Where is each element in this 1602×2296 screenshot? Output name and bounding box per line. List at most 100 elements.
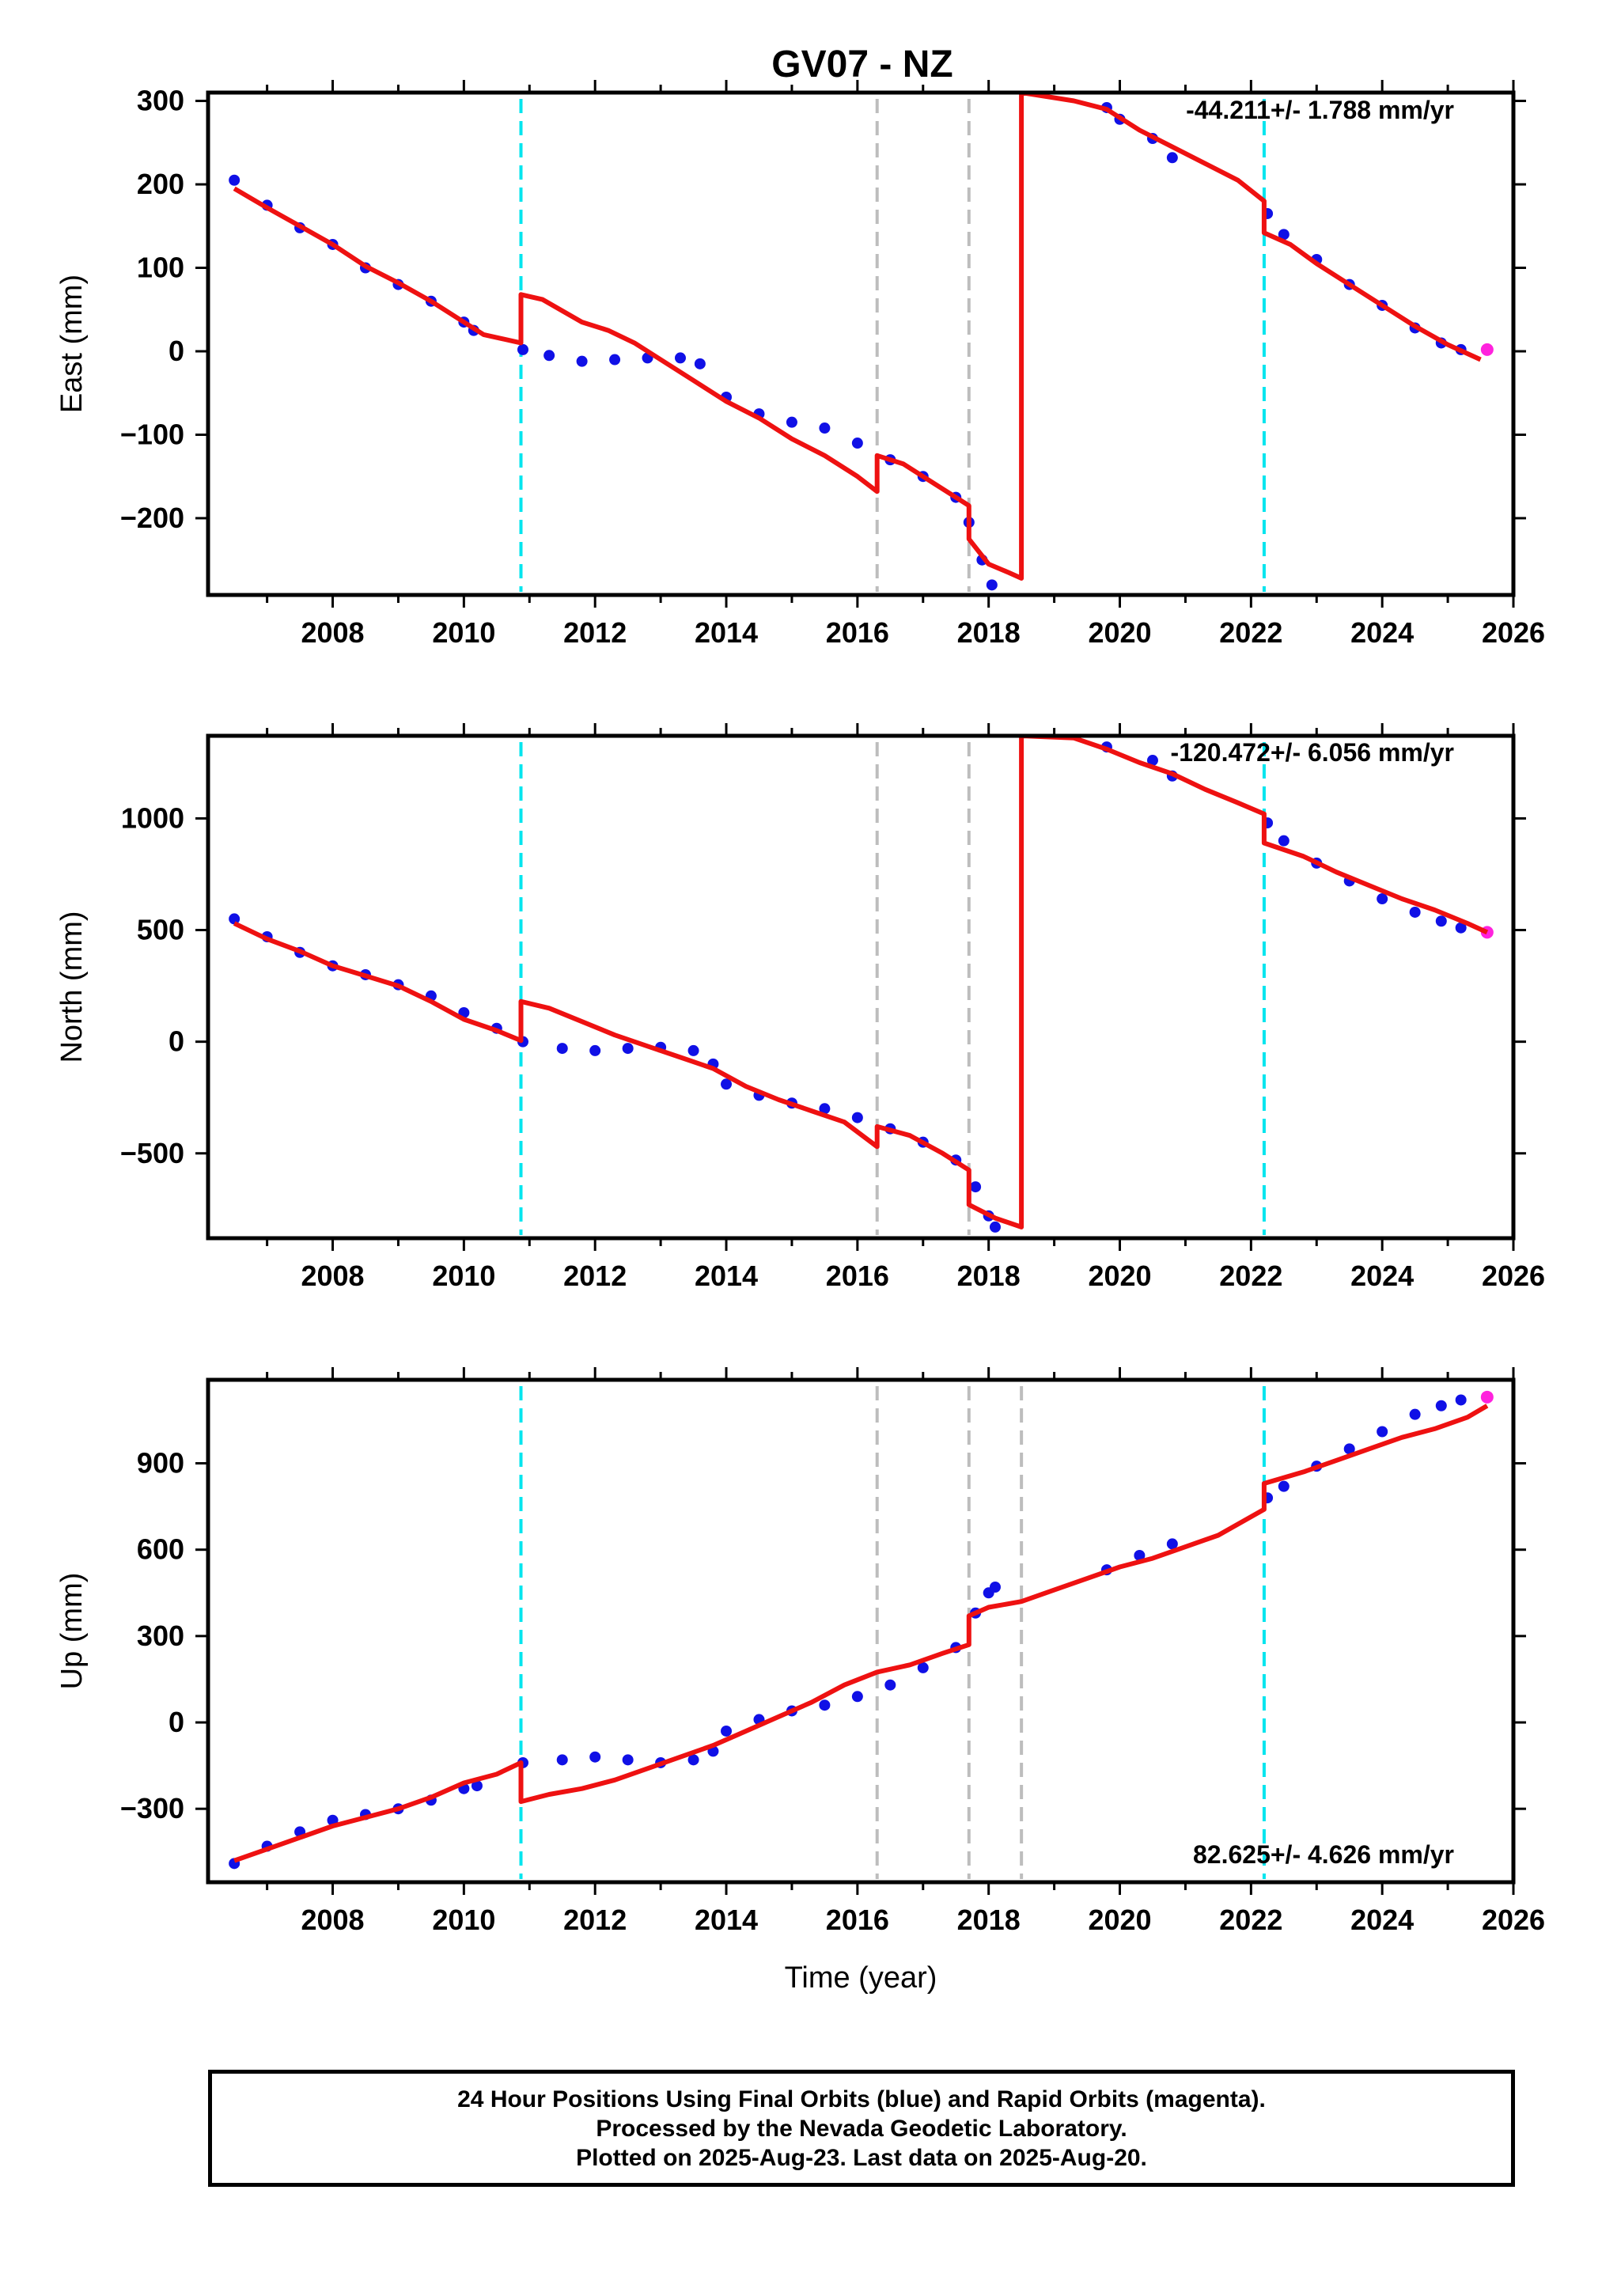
final-orbit-point	[556, 1043, 568, 1055]
final-orbit-point	[989, 1221, 1001, 1233]
x-tick-label: 2014	[695, 616, 758, 649]
x-tick-label: 2026	[1482, 616, 1545, 649]
final-orbit-point	[721, 1725, 733, 1737]
x-tick-label: 2024	[1350, 1260, 1414, 1292]
final-orbit-point	[851, 1691, 863, 1703]
x-axis-label: Time (year)	[785, 1961, 937, 1995]
final-orbit-point	[1166, 152, 1178, 164]
final-orbit-point	[517, 343, 528, 355]
final-orbit-point	[1377, 893, 1388, 905]
final-orbit-point	[970, 1181, 982, 1193]
final-orbit-point	[1166, 1538, 1178, 1550]
x-tick-label: 2020	[1088, 1904, 1151, 1936]
y-tick-label: −500	[120, 1137, 184, 1169]
final-orbit-point	[819, 1699, 831, 1711]
y-tick-label: 100	[137, 252, 184, 284]
x-tick-label: 2008	[301, 1904, 364, 1936]
y-axis-label: Up (mm)	[55, 1573, 89, 1690]
model-line	[233, 1404, 1489, 1863]
data-layer	[229, 1390, 1494, 1870]
x-tick-label: 2014	[695, 1260, 758, 1292]
final-orbit-point	[1134, 1549, 1146, 1561]
final-orbit-point	[1278, 835, 1290, 847]
x-tick-label: 2024	[1350, 616, 1414, 649]
x-tick-label: 2010	[432, 1260, 495, 1292]
final-orbit-point	[543, 350, 555, 362]
x-tick-label: 2018	[957, 1260, 1021, 1292]
final-orbit-point	[1409, 1408, 1421, 1420]
y-tick-label: 0	[169, 1706, 184, 1738]
x-tick-label: 2008	[301, 616, 364, 649]
x-tick-label: 2016	[826, 616, 889, 649]
x-tick-label: 2020	[1088, 1260, 1151, 1292]
final-orbit-point	[1455, 1394, 1467, 1406]
x-tick-label: 2012	[563, 616, 627, 649]
final-orbit-point	[556, 1754, 568, 1766]
final-orbit-point	[986, 579, 998, 591]
x-tick-label: 2018	[957, 1904, 1021, 1936]
final-orbit-point	[884, 1679, 896, 1691]
final-orbit-point	[471, 1780, 483, 1792]
y-tick-label: 500	[137, 914, 184, 946]
final-orbit-point	[674, 352, 686, 364]
final-orbit-point	[1278, 229, 1290, 241]
final-orbit-point	[989, 1582, 1001, 1593]
final-orbit-point	[819, 422, 831, 434]
footer-line-1: 24 Hour Positions Using Final Orbits (bl…	[457, 2086, 1266, 2112]
x-tick-label: 2016	[826, 1904, 889, 1936]
x-tick-label: 2026	[1482, 1260, 1545, 1292]
x-tick-label: 2010	[432, 616, 495, 649]
final-orbit-point	[1435, 1400, 1447, 1411]
panel-north: −500 0 500 1000 2008 2010 2012 2014 2016 2018 2020…	[55, 723, 1545, 1292]
plot-frame	[206, 1377, 1516, 1885]
rapid-orbit-point	[1480, 1390, 1494, 1404]
y-tick-label: −200	[120, 502, 184, 534]
x-tick-label: 2024	[1350, 1904, 1414, 1936]
y-tick-label: 0	[169, 1025, 184, 1058]
rapid-orbit-point	[1480, 343, 1494, 356]
x-tick-label: 2022	[1219, 1260, 1282, 1292]
y-tick-label: 0	[169, 335, 184, 367]
final-orbit-point	[622, 1043, 634, 1055]
final-orbit-point	[1409, 906, 1421, 918]
y-tick-label: 600	[137, 1533, 184, 1566]
final-orbit-point	[1278, 1480, 1290, 1492]
y-tick-label: 900	[137, 1447, 184, 1480]
y-tick-label: −100	[120, 418, 184, 450]
final-orbit-point	[1435, 915, 1447, 927]
y-axis-label: North (mm)	[55, 911, 89, 1063]
final-orbit-point	[622, 1754, 634, 1766]
x-tick-label: 2010	[432, 1904, 495, 1936]
x-tick-label: 2026	[1482, 1904, 1545, 1936]
data-layer	[229, 93, 1494, 591]
final-orbit-point	[229, 174, 240, 186]
final-orbit-point	[687, 1044, 699, 1056]
data-layer	[229, 736, 1494, 1233]
final-orbit-point	[851, 1112, 863, 1123]
x-tick-label: 2020	[1088, 616, 1151, 649]
y-tick-label: 300	[137, 85, 184, 117]
final-orbit-point	[687, 1754, 699, 1766]
final-orbit-point	[1146, 755, 1158, 767]
footer-box: 24 Hour Positions Using Final Orbits (bl…	[208, 2070, 1515, 2187]
final-orbit-point	[609, 354, 621, 366]
rate-label: 82.625+/- 4.626 mm/yr	[1193, 1840, 1454, 1869]
plot-frame	[206, 90, 1516, 597]
final-orbit-point	[1455, 922, 1467, 934]
y-tick-label: 200	[137, 168, 184, 200]
plot-frame	[206, 733, 1516, 1241]
final-orbit-point	[917, 1661, 929, 1673]
x-tick-label: 2014	[695, 1904, 758, 1936]
final-orbit-point	[694, 358, 706, 369]
y-tick-label: 1000	[121, 801, 184, 834]
final-orbit-point	[721, 1078, 733, 1090]
x-tick-label: 2022	[1219, 616, 1282, 649]
final-orbit-point	[851, 438, 863, 449]
y-tick-label: 300	[137, 1620, 184, 1652]
panel-up: −300 0 300 600 900 2008 2010 2012 2014 2016 2018 20…	[55, 1367, 1545, 1995]
x-tick-label: 2012	[563, 1260, 627, 1292]
x-tick-label: 2022	[1219, 1904, 1282, 1936]
rate-label: -120.472+/- 6.056 mm/yr	[1171, 738, 1454, 767]
x-tick-label: 2018	[957, 616, 1021, 649]
